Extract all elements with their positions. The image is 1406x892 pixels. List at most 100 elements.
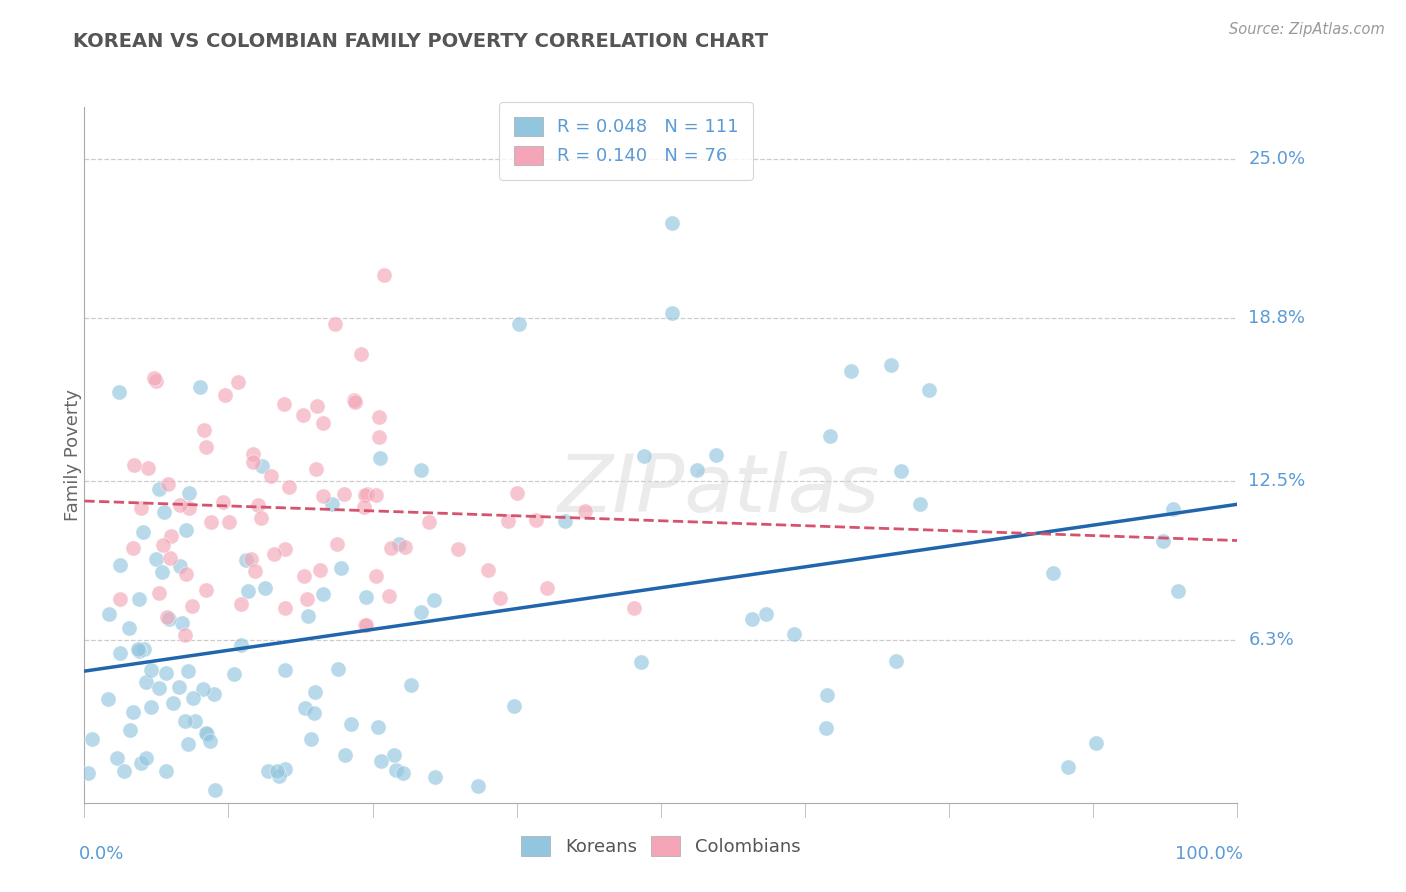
Point <box>132 642 155 657</box>
Point <box>273 397 295 411</box>
Point <box>181 691 204 706</box>
Point <box>354 617 377 632</box>
Point <box>274 762 297 776</box>
Point <box>181 599 204 614</box>
Point <box>108 646 131 660</box>
Point <box>880 358 903 372</box>
Point <box>330 561 353 575</box>
Point <box>254 581 277 595</box>
Point <box>1042 566 1064 580</box>
Point <box>292 568 315 582</box>
Point <box>890 465 912 479</box>
Point <box>124 458 146 472</box>
Point <box>446 541 468 556</box>
Point <box>193 423 215 437</box>
Point <box>188 380 211 394</box>
Point <box>97 607 120 622</box>
Point <box>630 656 652 670</box>
Point <box>191 681 214 696</box>
Text: ZIPatlas: ZIPatlas <box>557 450 880 529</box>
Point <box>323 317 346 331</box>
Point <box>169 680 191 694</box>
Point <box>309 563 332 577</box>
Point <box>139 700 162 714</box>
Text: 25.0%: 25.0% <box>1249 150 1306 168</box>
Point <box>623 601 645 615</box>
Point <box>194 440 217 454</box>
Point <box>128 591 150 606</box>
Point <box>214 387 236 401</box>
Point <box>524 513 547 527</box>
Point <box>633 449 655 463</box>
Point <box>155 764 177 779</box>
Text: 0.0%: 0.0% <box>79 845 124 863</box>
Text: 12.5%: 12.5% <box>1249 472 1306 490</box>
Point <box>1161 501 1184 516</box>
Point <box>343 392 366 407</box>
Point <box>260 468 283 483</box>
Point <box>274 600 297 615</box>
Point <box>105 751 128 765</box>
Point <box>350 346 373 360</box>
Point <box>918 383 941 397</box>
Point <box>231 638 253 652</box>
Point <box>263 547 285 561</box>
Point <box>399 678 422 692</box>
Point <box>704 449 727 463</box>
Point <box>231 597 253 611</box>
Point <box>250 511 273 525</box>
Point <box>685 463 707 477</box>
Point <box>294 700 316 714</box>
Point <box>333 747 356 762</box>
Point <box>378 590 401 604</box>
Point <box>422 593 444 607</box>
Point <box>169 498 191 512</box>
Point <box>506 486 529 500</box>
Point <box>173 714 195 729</box>
Point <box>423 770 446 784</box>
Point <box>392 766 415 780</box>
Point <box>321 497 343 511</box>
Point <box>177 738 200 752</box>
Point <box>536 581 558 595</box>
Point <box>172 615 194 630</box>
Point <box>108 592 131 607</box>
Point <box>299 731 322 746</box>
Point <box>508 318 530 332</box>
Point <box>194 726 217 740</box>
Point <box>156 609 179 624</box>
Point <box>269 768 291 782</box>
Point <box>364 569 387 583</box>
Point <box>818 429 841 443</box>
Point <box>118 621 141 635</box>
Point <box>250 459 273 474</box>
Point <box>1167 584 1189 599</box>
Point <box>305 399 328 413</box>
Point <box>226 375 249 389</box>
Point <box>332 487 354 501</box>
Point <box>135 751 157 765</box>
Point <box>884 654 907 668</box>
Point <box>305 462 328 476</box>
Point <box>242 448 264 462</box>
Point <box>150 565 173 579</box>
Point <box>367 721 389 735</box>
Point <box>127 642 149 657</box>
Point <box>218 516 240 530</box>
Text: 100.0%: 100.0% <box>1175 845 1243 863</box>
Point <box>312 587 335 601</box>
Point <box>477 563 499 577</box>
Point <box>122 541 145 555</box>
Point <box>368 410 391 425</box>
Point <box>108 384 131 399</box>
Point <box>174 524 197 538</box>
Point <box>142 370 165 384</box>
Point <box>489 591 512 606</box>
Point <box>242 455 264 469</box>
Point <box>152 538 174 552</box>
Point <box>312 489 335 503</box>
Text: 6.3%: 6.3% <box>1249 632 1294 649</box>
Point <box>211 494 233 508</box>
Point <box>356 487 378 501</box>
Point <box>159 551 181 566</box>
